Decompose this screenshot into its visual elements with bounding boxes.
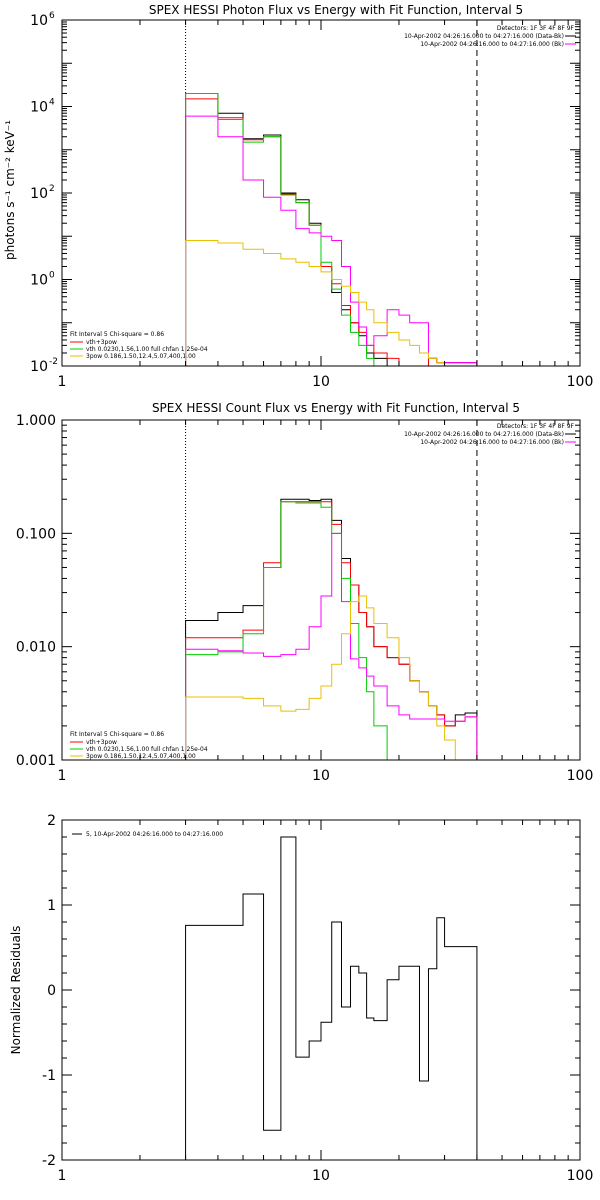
- x-tick-label: 100: [567, 1168, 594, 1184]
- vth-label: vth 0.0230,1.56,1.00 full chfan 1.25e-04: [86, 746, 208, 753]
- count-flux-panel: SPEX HESSI Count Flux vs Energy with Fit…: [16, 401, 594, 784]
- data-bk-label: 10-Apr-2002 04:26:16.000 to 04:27:16.000…: [404, 33, 564, 40]
- x-tick-label: 10: [312, 374, 330, 390]
- y-tick-label: 10: [30, 13, 48, 29]
- photon-flux-ylabel: photons s⁻¹ cm⁻² keV⁻¹: [3, 120, 17, 260]
- y-tick-label: 0.100: [16, 526, 56, 542]
- plot-area: [185, 420, 478, 760]
- y-tick-exponent: 2: [49, 184, 55, 194]
- plot-frame: [61, 819, 581, 1161]
- detectors-label: Detectors: 1F 3F 4F 8F 9F: [497, 423, 575, 430]
- y-tick-label: 2: [47, 813, 56, 829]
- bk-label: 10-Apr-2002 04:26:16.000 to 04:27:16.000…: [420, 41, 564, 48]
- data-bk-label: 10-Apr-2002 04:26:16.000 to 04:27:16.000…: [404, 431, 564, 438]
- y-tick-label: 0.001: [16, 753, 56, 769]
- residuals-legend-label: 5, 10-Apr-2002 04:26:16.000 to 04:27:16.…: [86, 831, 223, 838]
- series-0-line: [185, 92, 478, 366]
- fit-interval-label: Fit Interval 5 Chi-square = 0.86: [70, 331, 164, 338]
- plot-frame: [61, 19, 581, 367]
- count-flux-title: SPEX HESSI Count Flux vs Energy with Fit…: [152, 401, 520, 415]
- y-tick-label: 10: [30, 359, 48, 375]
- x-tick-label: 1: [58, 768, 67, 784]
- y-tick-label: 10: [30, 100, 48, 116]
- residuals-ylabel: Normalized Residuals: [9, 926, 23, 1055]
- vth-label: vth 0.0230,1.56,1.00 full chfan 1.25e-04: [86, 346, 208, 353]
- photon-flux-header: Detectors: 1F 3F 4F 8F 9F 10-Apr-2002 04…: [404, 25, 576, 48]
- pow-label: 3pow 0.186,1.50,12.4,5.07,400,1.00: [86, 353, 196, 360]
- plot-frame: [61, 419, 581, 761]
- plot-area: [185, 20, 478, 366]
- detectors-label: Detectors: 1F 3F 4F 8F 9F: [497, 25, 575, 32]
- y-tick-label: -2: [42, 1153, 56, 1169]
- x-tick-label: 10: [312, 768, 330, 784]
- y-tick-exponent: 4: [49, 98, 55, 108]
- x-tick-label: 100: [567, 768, 594, 784]
- y-tick-exponent: -2: [49, 357, 58, 367]
- x-tick-label: 1: [58, 374, 67, 390]
- y-tick-label: -1: [42, 1068, 56, 1084]
- x-tick-label: 10: [312, 1168, 330, 1184]
- series-0-line: [185, 836, 478, 1160]
- residuals-panel: Normalized Residuals 5, 10-Apr-2002 04:2…: [9, 813, 593, 1184]
- series-3-line: [185, 532, 478, 760]
- plot-area: [185, 836, 478, 1160]
- model-label: vth+3pow: [86, 739, 117, 746]
- x-tick-label: 1: [58, 1168, 67, 1184]
- y-tick-label: 1: [47, 898, 56, 914]
- photon-flux-annotation: Fit Interval 5 Chi-square = 0.86 vth+3po…: [70, 331, 208, 360]
- y-tick-exponent: 0: [49, 271, 55, 281]
- series-1-line: [185, 98, 478, 366]
- series-4-line: [185, 595, 478, 760]
- series-3-line: [185, 115, 478, 366]
- count-flux-header: Detectors: 1F 3F 4F 8F 9F 10-Apr-2002 04…: [404, 423, 576, 446]
- y-tick-label: 10: [30, 186, 48, 202]
- count-flux-annotation: Fit Interval 5 Chi-square = 0.86 vth+3po…: [70, 731, 208, 760]
- pow-label: 3pow 0.186,1.50,12.4,5.07,400,1.00: [86, 753, 196, 760]
- photon-flux-panel: SPEX HESSI Photon Flux vs Energy with Fi…: [3, 3, 593, 390]
- bk-label: 10-Apr-2002 04:26:16.000 to 04:27:16.000…: [420, 439, 564, 446]
- series-2-line: [185, 92, 477, 366]
- y-tick-label: 0.010: [16, 640, 56, 656]
- fit-interval-label: Fit Interval 5 Chi-square = 0.86: [70, 731, 164, 738]
- photon-flux-title: SPEX HESSI Photon Flux vs Energy with Fi…: [149, 3, 523, 17]
- y-tick-label: 0: [47, 983, 56, 999]
- model-label: vth+3pow: [86, 339, 117, 346]
- x-tick-label: 100: [567, 374, 594, 390]
- y-tick-exponent: 6: [49, 11, 55, 21]
- y-tick-label: 1.000: [16, 413, 56, 429]
- y-tick-label: 10: [30, 273, 48, 289]
- series-4-line: [185, 239, 477, 366]
